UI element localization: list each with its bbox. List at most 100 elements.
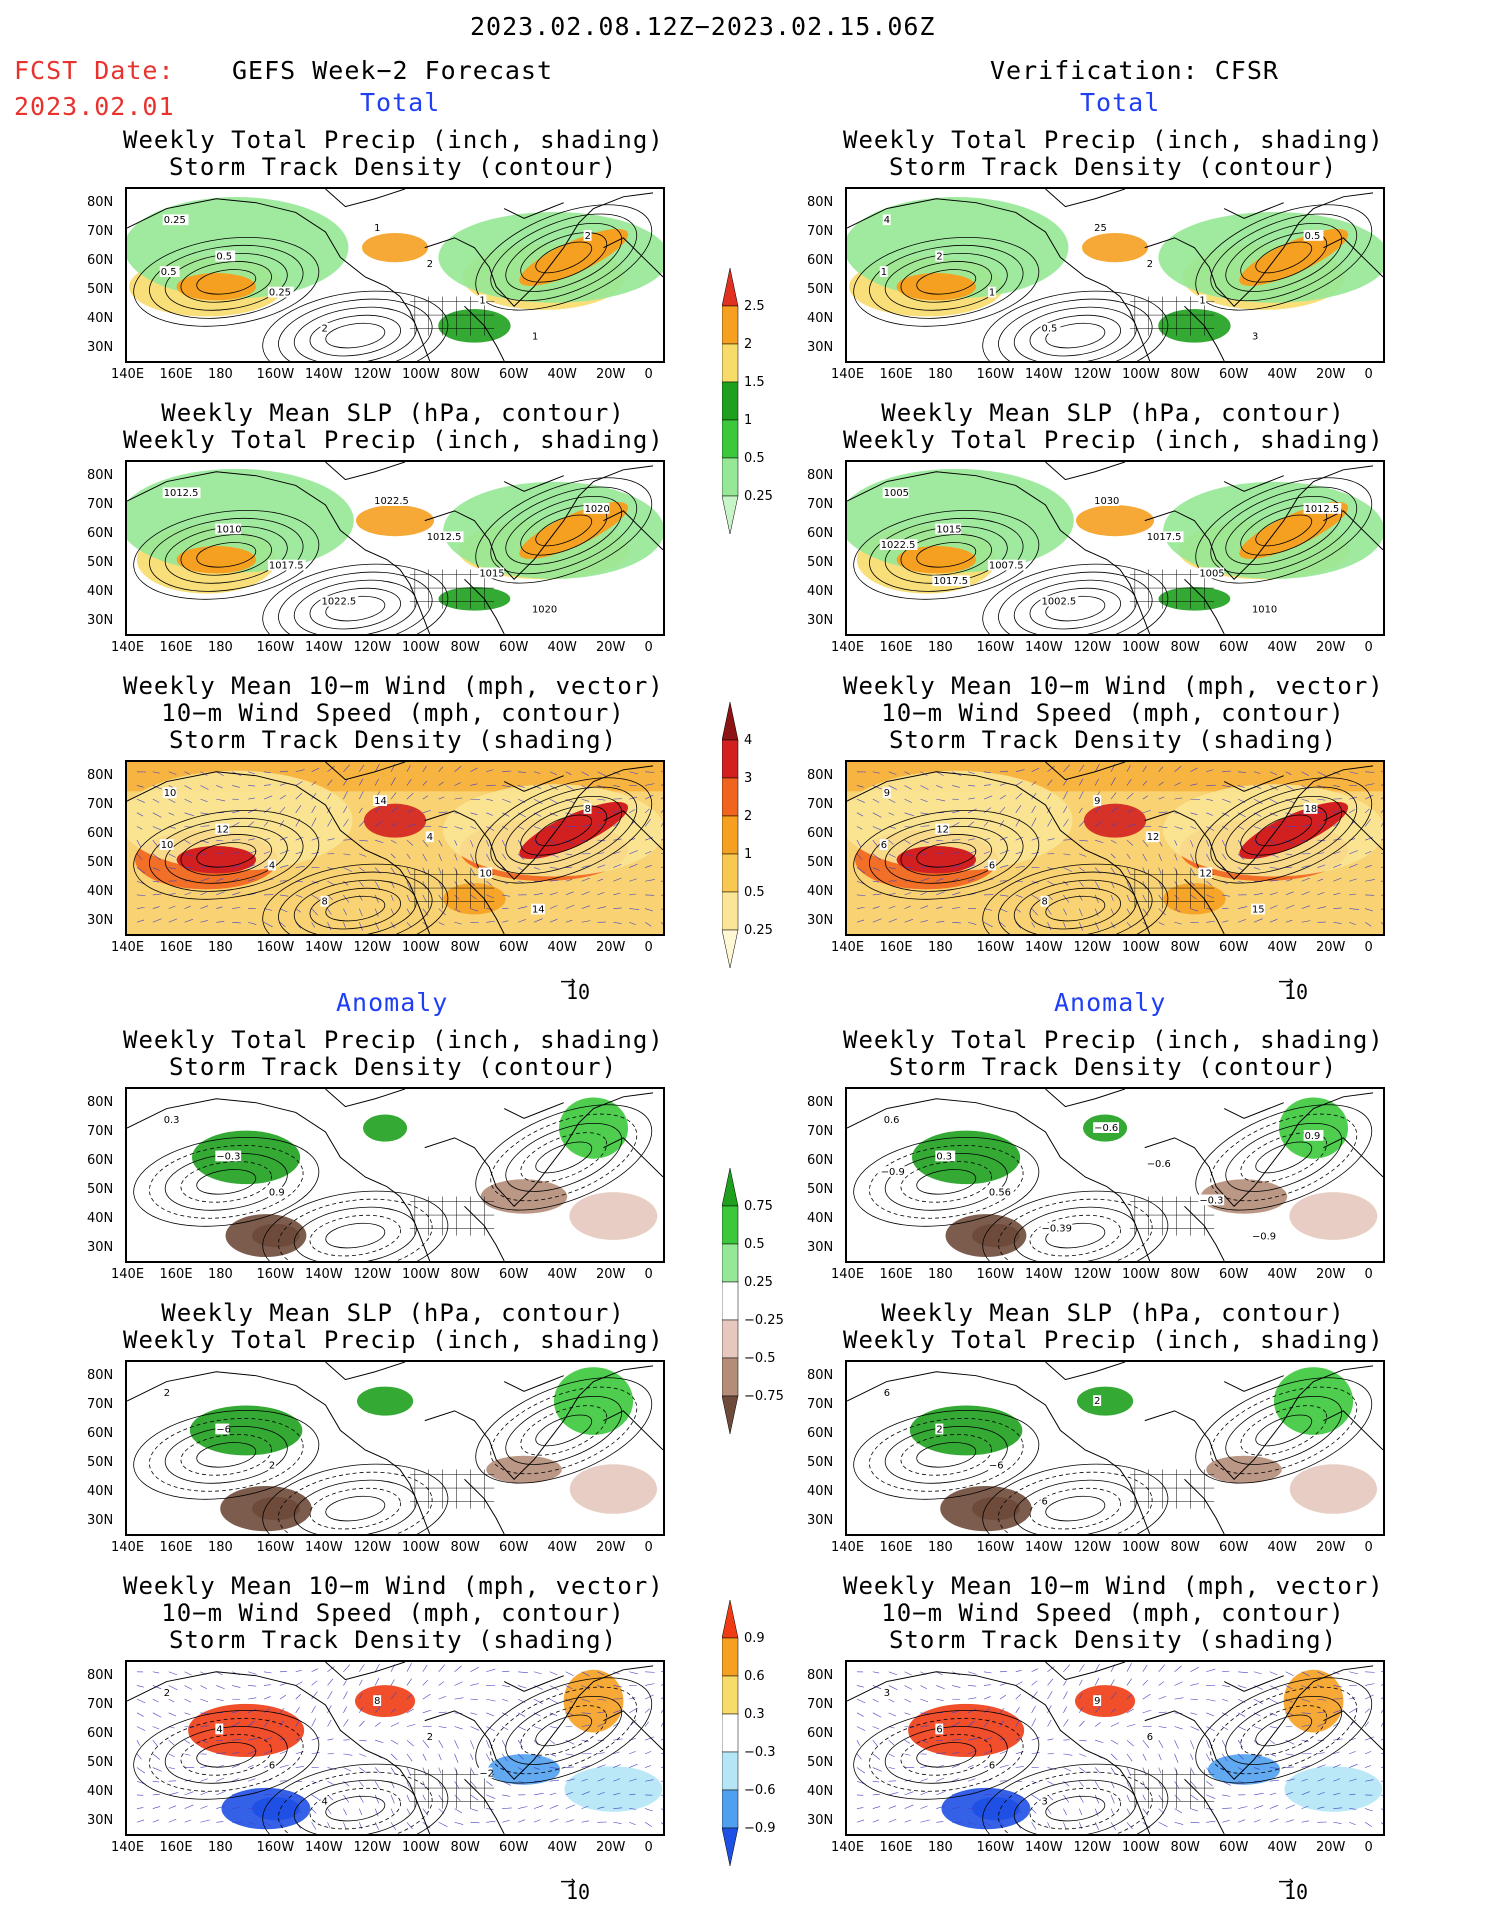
wind-vector xyxy=(1317,892,1325,896)
contour-label: 12 xyxy=(216,824,229,835)
wind-vector xyxy=(136,1740,141,1746)
wind-vector xyxy=(422,1664,428,1672)
wind-vector xyxy=(1110,1767,1116,1775)
vector-scale-value: 10 xyxy=(1284,1880,1309,1904)
lon-tick-label: 140W xyxy=(305,1540,343,1555)
wind-vector xyxy=(359,867,365,872)
wind-vector xyxy=(248,838,256,841)
lon-tick-label: 100W xyxy=(402,1267,440,1282)
wind-vector xyxy=(152,812,162,818)
coastline xyxy=(464,878,505,934)
wind-vector xyxy=(422,1808,429,1816)
contour-label: 4 xyxy=(216,1724,222,1735)
contour-label-bg xyxy=(987,559,1026,571)
wind-vector xyxy=(1190,1726,1200,1731)
contour-label-bg xyxy=(1145,531,1184,543)
wind-vector xyxy=(920,1685,928,1689)
lon-tick-label: 120W xyxy=(353,367,392,382)
lat-tick-label: 30N xyxy=(87,1813,114,1828)
colorbar-label: −0.6 xyxy=(744,1783,776,1798)
coastline xyxy=(1223,775,1284,792)
lat-tick-label: 80N xyxy=(807,1095,834,1110)
wind-vector xyxy=(343,1691,348,1700)
wind-vector xyxy=(311,922,316,928)
lon-tick-label: 0 xyxy=(1364,640,1373,655)
wind-vector xyxy=(1031,1780,1038,1784)
lat-tick-label: 30N xyxy=(807,1813,834,1828)
wind-vector xyxy=(983,1671,992,1674)
wind-vector xyxy=(1285,771,1292,775)
lat-tick-label: 60N xyxy=(807,826,834,841)
wind-vector xyxy=(533,1767,540,1770)
lon-tick-label: 140E xyxy=(111,1267,145,1282)
lat-tick-label: 70N xyxy=(87,1397,114,1412)
wind-vector xyxy=(470,1683,479,1686)
lon-tick-label: 60W xyxy=(499,1840,529,1855)
wind-vector xyxy=(200,877,210,882)
wind-vector xyxy=(1317,823,1325,827)
contour-label: 1020 xyxy=(532,605,557,616)
wind-vector xyxy=(629,771,639,775)
vector-scale-arrow-icon: ⟶ xyxy=(562,968,575,992)
wind-vector xyxy=(1047,1666,1055,1673)
map-panel-f_precip_anom: 0.3 −0.3 0.9 xyxy=(125,1087,665,1263)
wind-vector xyxy=(406,1781,410,1788)
contour-label: 2 xyxy=(427,259,433,270)
contour-line xyxy=(262,863,449,934)
wind-vector xyxy=(501,840,506,847)
wind-vector xyxy=(248,1671,257,1675)
wind-vector xyxy=(1237,1753,1244,1760)
contour-label: 1017.5 xyxy=(1147,532,1182,543)
wind-vector xyxy=(1190,853,1195,863)
shading-blob xyxy=(1083,803,1147,838)
wind-vector xyxy=(406,1694,412,1700)
wind-vector xyxy=(1349,1697,1356,1700)
lon-tick-label: 40W xyxy=(1267,640,1297,655)
wind-vector xyxy=(454,1767,459,1775)
wind-vector xyxy=(327,1691,333,1700)
wind-vector xyxy=(856,1767,866,1774)
wind-vector xyxy=(374,908,379,917)
wind-vector xyxy=(565,1766,574,1768)
wind-vector xyxy=(920,1819,930,1823)
wind-vector xyxy=(501,853,507,860)
shading-core xyxy=(1239,228,1349,286)
wind-vector xyxy=(1206,1780,1213,1787)
wind-vector xyxy=(1269,1804,1279,1809)
contour-line xyxy=(916,1742,977,1768)
wind-vector xyxy=(470,908,478,912)
wind-vector xyxy=(1349,1778,1357,1782)
wind-vector xyxy=(1094,764,1100,772)
coastline xyxy=(325,1089,406,1108)
wind-vector xyxy=(486,894,495,899)
wind-vector xyxy=(1110,1679,1115,1686)
wind-vector xyxy=(629,878,637,882)
wind-vector xyxy=(200,920,208,923)
coastline xyxy=(464,1478,505,1534)
coastline xyxy=(464,578,505,634)
wind-vector xyxy=(1365,1779,1374,1782)
wind-vector xyxy=(565,866,573,868)
coastline xyxy=(127,1371,388,1461)
lat-tick-label: 50N xyxy=(807,282,834,297)
coastline xyxy=(548,192,654,268)
wind-vector xyxy=(343,867,353,872)
contour-label: 1020 xyxy=(585,504,610,515)
lon-tick-label: 40W xyxy=(547,1267,577,1282)
wind-vector xyxy=(1015,769,1025,773)
wind-vector xyxy=(343,853,351,856)
contour-label-bg xyxy=(1250,330,1259,342)
lat-tick-label: 80N xyxy=(87,1668,114,1683)
wind-vector xyxy=(983,1750,992,1755)
contour-label-bg xyxy=(1198,567,1225,579)
wind-vector xyxy=(1015,805,1022,813)
contour-label: 6 xyxy=(1042,1497,1048,1508)
wind-vector xyxy=(1301,891,1310,896)
wind-vector xyxy=(327,1808,332,1815)
wind-vector xyxy=(888,892,896,896)
wind-vector xyxy=(152,1753,161,1760)
contour-line xyxy=(1240,805,1328,856)
contour-label: 1010 xyxy=(1252,605,1277,616)
wind-vector xyxy=(486,1726,495,1732)
wind-vector xyxy=(1221,1740,1227,1748)
